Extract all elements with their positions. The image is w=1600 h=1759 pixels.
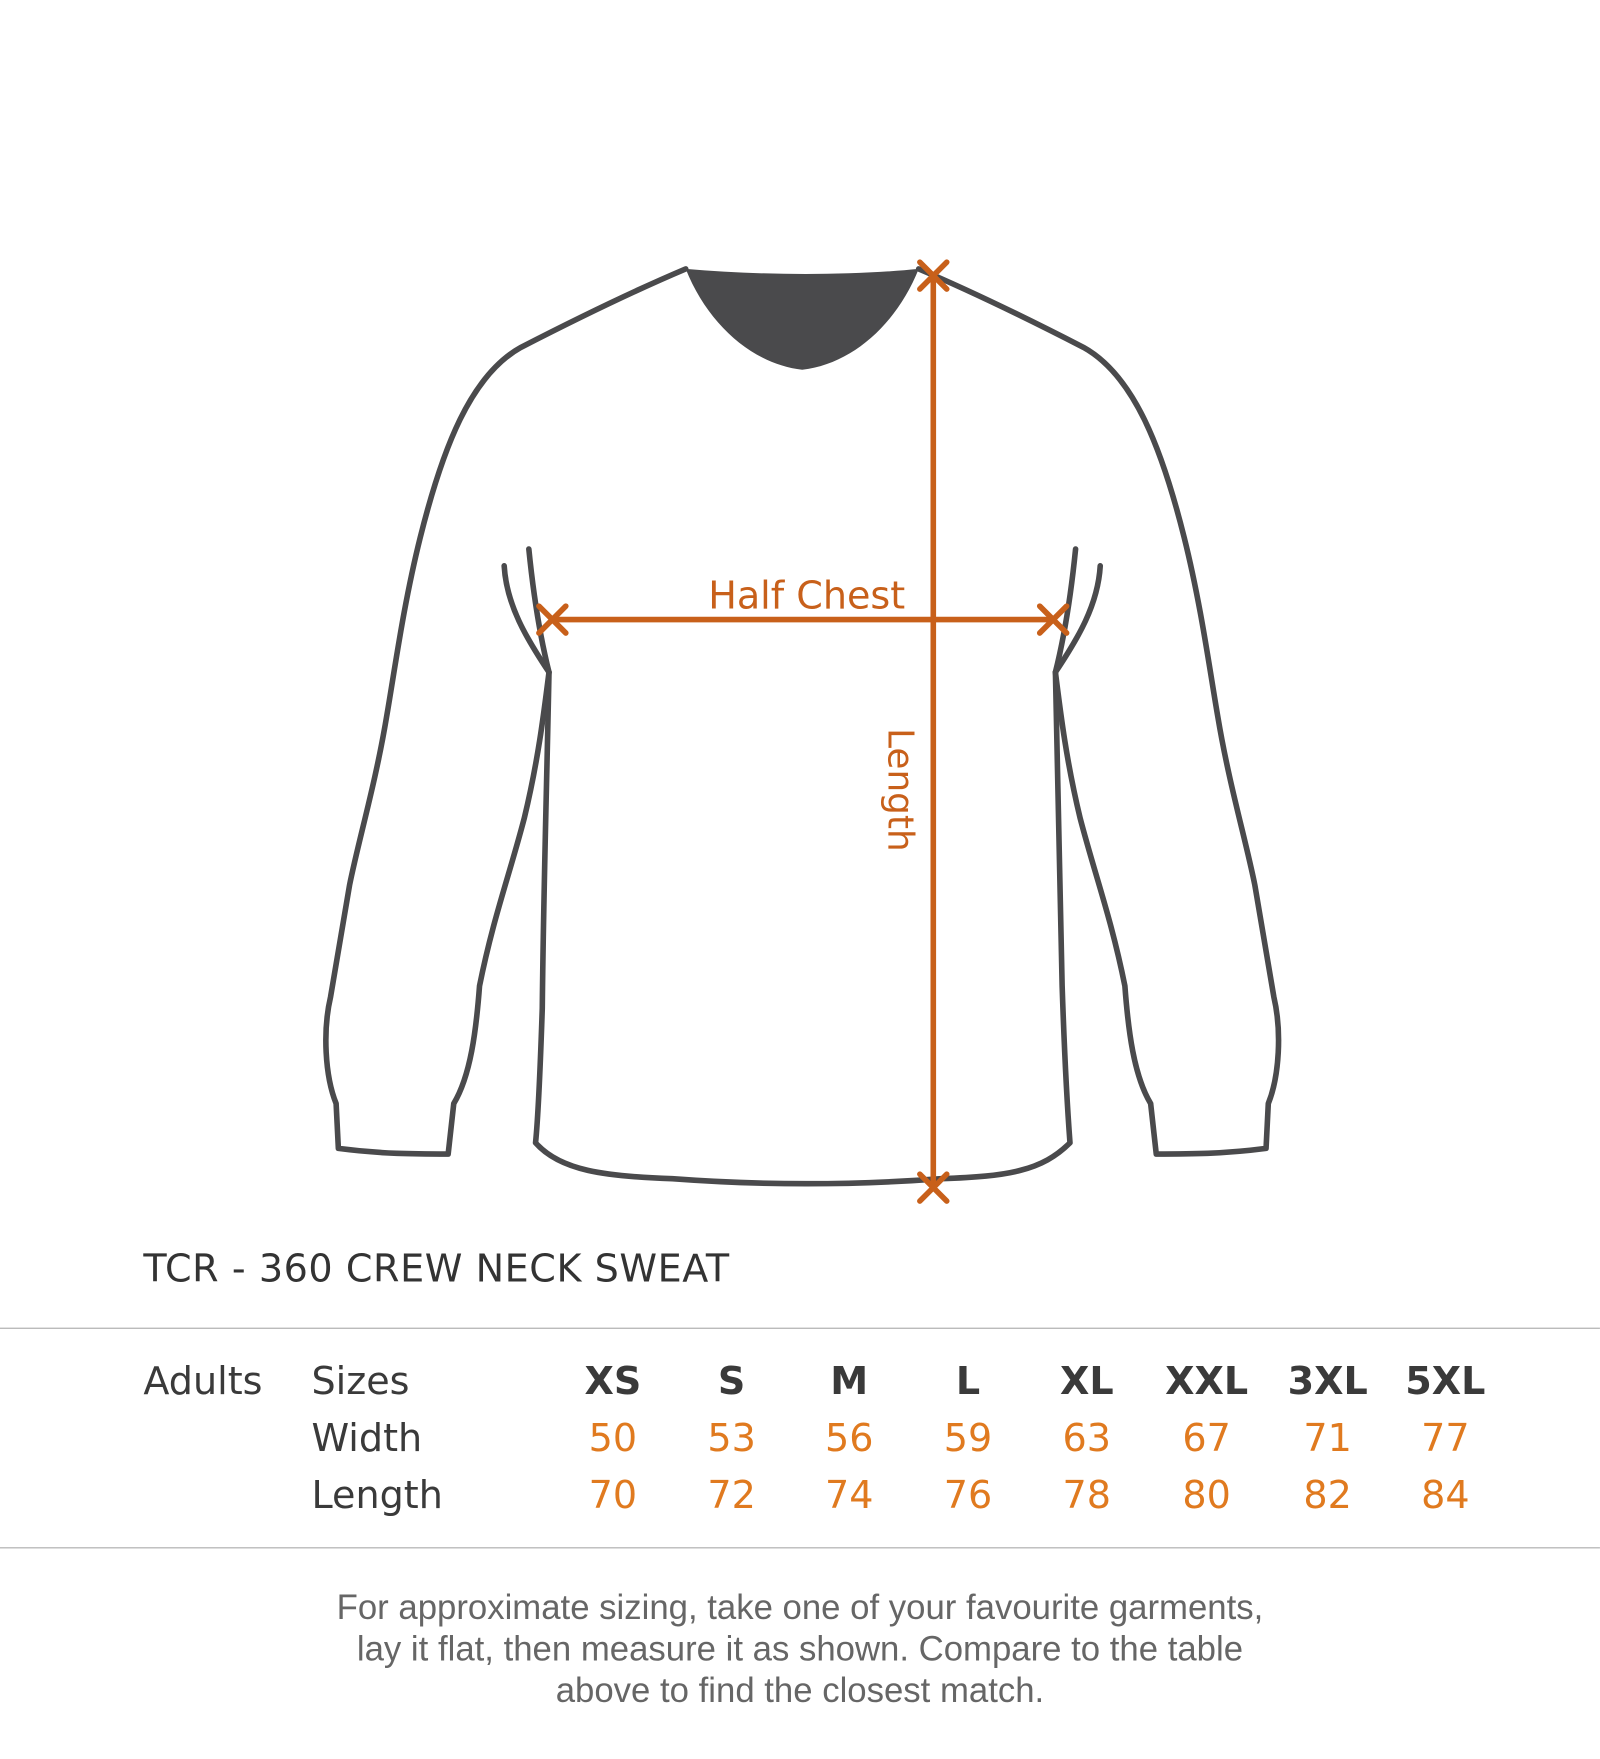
length-row-label: Length — [311, 1473, 443, 1519]
width-value: 56 — [825, 1416, 874, 1462]
length-value: 82 — [1303, 1473, 1352, 1519]
shirt-right-inner-sleeve — [1052, 563, 1104, 676]
length-value: 72 — [707, 1473, 756, 1519]
shirt-body-outline — [532, 669, 1073, 1187]
size-header: XXL — [1165, 1359, 1249, 1404]
width-value: 77 — [1421, 1416, 1470, 1462]
group-label: Adults — [143, 1359, 263, 1404]
divider — [0, 1327, 1600, 1329]
size-header: L — [955, 1359, 981, 1404]
shirt-right-outline — [915, 266, 1282, 1157]
length-top-x-icon — [917, 259, 950, 292]
shirt-neck-opening — [685, 268, 919, 370]
width-value: 59 — [943, 1416, 993, 1462]
width-value: 71 — [1303, 1416, 1352, 1462]
instruction-line: above to find the closest match. — [555, 1670, 1045, 1710]
length-value: 84 — [1421, 1473, 1470, 1519]
half-chest-label: Half Chest — [708, 573, 905, 617]
length-value: 78 — [1062, 1473, 1112, 1519]
instruction-line: For approximate sizing, take one of your… — [336, 1587, 1264, 1627]
half-chest-right-x-icon — [1036, 603, 1070, 636]
divider — [0, 1547, 1600, 1549]
width-value: 67 — [1182, 1416, 1231, 1462]
product-title: TCR - 360 CREW NECK SWEAT — [143, 1247, 730, 1292]
size-header: 3XL — [1287, 1359, 1368, 1404]
size-header: XL — [1059, 1359, 1114, 1404]
size-header: XS — [584, 1359, 642, 1404]
shirt-left-inner-sleeve — [501, 563, 552, 676]
sweatshirt-diagram: Half Chest Length — [323, 259, 1282, 1204]
length-value: 76 — [943, 1473, 993, 1519]
shirt-left-outline — [323, 266, 689, 1157]
length-value: 80 — [1182, 1473, 1231, 1519]
width-value: 63 — [1062, 1416, 1112, 1462]
instruction-line: lay it flat, then measure it as shown. C… — [356, 1629, 1244, 1669]
size-header: S — [717, 1359, 746, 1404]
half-chest-left-x-icon — [536, 603, 569, 636]
length-value: 74 — [825, 1473, 874, 1519]
width-row-label: Width — [311, 1416, 423, 1462]
length-value: 70 — [588, 1473, 638, 1519]
width-value: 50 — [588, 1416, 638, 1462]
sizes-header-label: Sizes — [311, 1359, 410, 1404]
size-header: 5XL — [1405, 1359, 1486, 1404]
length-bottom-x-icon — [917, 1171, 950, 1204]
length-label: Length — [879, 728, 920, 852]
width-value: 53 — [707, 1416, 756, 1462]
size-header: M — [830, 1359, 869, 1404]
sizing-instructions: For approximate sizing, take one of your… — [0, 1586, 1600, 1710]
